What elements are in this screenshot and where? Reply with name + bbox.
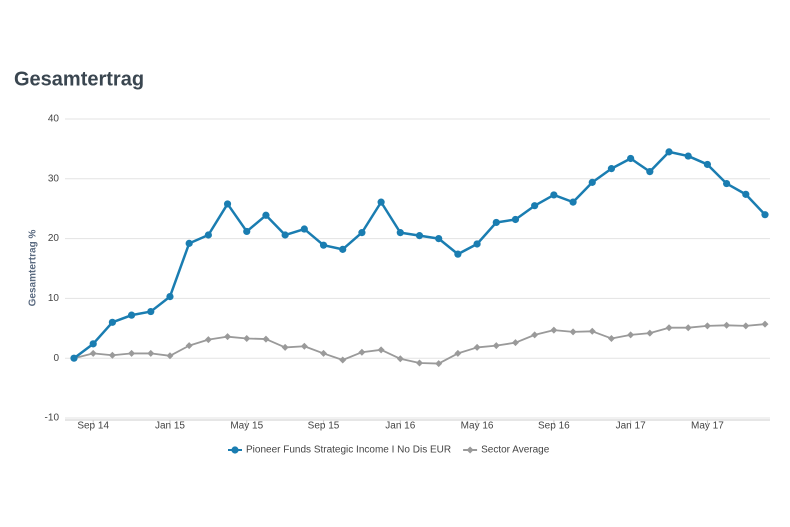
x-tick-label: May 16: [461, 421, 494, 432]
point: [742, 190, 750, 198]
point: [511, 339, 519, 347]
point: [166, 293, 174, 301]
y-tick-label: 0: [53, 353, 59, 364]
point: [204, 231, 212, 239]
point: [646, 329, 654, 337]
point: [396, 355, 404, 363]
x-tick-label: Jan 15: [155, 421, 185, 432]
point: [627, 154, 635, 163]
point: [569, 328, 577, 336]
point: [281, 343, 289, 351]
point: [262, 211, 270, 219]
legend-marker: [466, 446, 474, 454]
point: [223, 200, 232, 208]
point: [224, 333, 232, 341]
legend-marker: [231, 446, 239, 454]
point: [684, 152, 692, 160]
x-tick-label: Sep 15: [308, 421, 340, 432]
point: [550, 191, 558, 199]
point: [492, 218, 500, 227]
point: [703, 322, 711, 330]
point: [646, 168, 654, 176]
point: [243, 334, 251, 342]
point: [588, 178, 596, 186]
point: [473, 240, 481, 248]
point: [243, 227, 251, 236]
point: [607, 165, 616, 173]
x-tick-label: May 15: [230, 421, 263, 432]
point: [396, 229, 404, 237]
point: [89, 340, 97, 348]
y-tick-label: 30: [48, 173, 60, 184]
x-tick-label: Sep 14: [77, 421, 109, 432]
series-line: [73, 323, 766, 365]
x-tick-label: Jan 16: [385, 421, 415, 432]
point: [300, 342, 308, 350]
point: [550, 326, 558, 334]
point: [108, 351, 116, 359]
y-axis-label: Gesamtertrag %: [28, 230, 39, 307]
point: [761, 211, 769, 219]
y-tick-label: 20: [48, 233, 60, 244]
point: [185, 239, 193, 247]
point: [89, 349, 97, 357]
legend-label: Pioneer Funds Strategic Income I No Dis …: [246, 445, 451, 456]
point: [569, 198, 577, 206]
series-line: [73, 150, 766, 360]
point: [492, 342, 500, 350]
point: [70, 354, 78, 362]
y-tick-label: -10: [45, 413, 60, 424]
point: [185, 342, 193, 350]
point: [435, 235, 443, 243]
point: [128, 349, 136, 357]
point: [703, 160, 712, 169]
point: [742, 322, 750, 330]
point: [262, 335, 270, 343]
point: [454, 349, 462, 357]
point: [627, 331, 635, 339]
point: [665, 148, 673, 156]
point: [761, 320, 769, 328]
point: [319, 241, 328, 249]
point: [435, 360, 443, 368]
point: [339, 245, 347, 253]
point: [300, 225, 308, 233]
point: [320, 349, 328, 357]
point: [204, 336, 212, 344]
x-tick-label: May 17: [691, 421, 724, 432]
point: [531, 331, 539, 339]
y-tick-label: 10: [48, 293, 60, 304]
point: [723, 321, 731, 329]
point: [108, 318, 116, 326]
point: [147, 349, 155, 357]
point: [531, 202, 539, 210]
x-tick-label: Jan 17: [616, 421, 646, 432]
point: [684, 324, 692, 332]
point: [358, 229, 366, 237]
point: [511, 215, 520, 224]
point: [377, 198, 385, 206]
legend-label: Sector Average: [481, 445, 550, 456]
x-tick-label: Sep 16: [538, 421, 570, 432]
point: [416, 359, 423, 367]
chart-title: Gesamtertrag: [14, 68, 144, 90]
point: [147, 307, 155, 316]
point: [339, 356, 347, 364]
point: [723, 179, 731, 188]
point: [281, 231, 289, 239]
point: [358, 348, 366, 356]
point: [377, 346, 385, 354]
point: [588, 327, 596, 335]
point: [166, 352, 174, 360]
point: [607, 334, 615, 342]
y-tick-label: 40: [48, 114, 60, 125]
point: [415, 232, 424, 240]
point: [665, 324, 673, 332]
point: [473, 343, 481, 351]
point: [127, 311, 136, 319]
point: [454, 250, 462, 258]
